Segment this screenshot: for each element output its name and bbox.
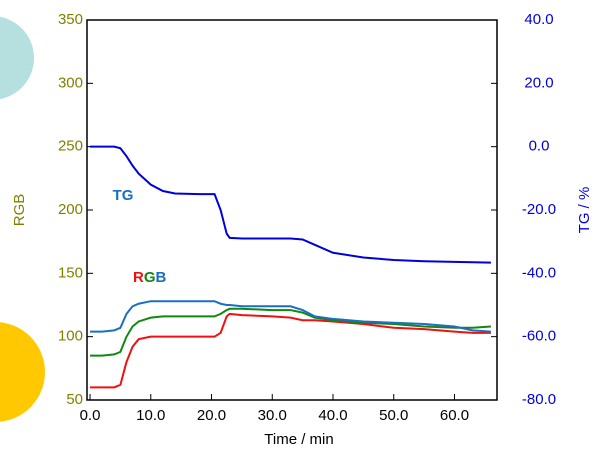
y2-tick-label: -80.0 bbox=[522, 391, 556, 408]
series-label: TG bbox=[113, 187, 134, 204]
y2-tick-label: -40.0 bbox=[522, 264, 556, 281]
plot-frame bbox=[86, 19, 498, 401]
decor-circle bbox=[0, 322, 45, 422]
series-label: B bbox=[156, 269, 167, 286]
data-line bbox=[90, 312, 491, 389]
x-tick-label: 60.0 bbox=[440, 407, 469, 424]
y-tick-label: 250 bbox=[58, 138, 83, 155]
data-line bbox=[90, 307, 491, 357]
y2-tick-label: 20.0 bbox=[524, 74, 553, 91]
y-tick-label: 150 bbox=[58, 264, 83, 281]
y-tick-label: 350 bbox=[58, 11, 83, 28]
x-tick-label: 30.0 bbox=[258, 407, 287, 424]
y2-tick-label: 40.0 bbox=[524, 11, 553, 28]
y2-tick-label: 0.0 bbox=[529, 138, 550, 155]
x-tick-label: 20.0 bbox=[197, 407, 226, 424]
series-label: R bbox=[133, 269, 144, 286]
series-label: G bbox=[144, 269, 156, 286]
y2-tick-label: -20.0 bbox=[522, 201, 556, 218]
y2-tick-label: -60.0 bbox=[522, 328, 556, 345]
x-tick-label: 50.0 bbox=[379, 407, 408, 424]
x-tick-label: 10.0 bbox=[136, 407, 165, 424]
y-tick-label: 200 bbox=[58, 201, 83, 218]
data-line bbox=[90, 300, 491, 333]
x-axis-label: Time / min bbox=[264, 431, 333, 448]
x-tick-label: 0.0 bbox=[80, 407, 101, 424]
decor-circle bbox=[0, 16, 34, 100]
y-axis-label: RGB bbox=[11, 194, 28, 227]
y-tick-label: 100 bbox=[58, 328, 83, 345]
y-tick-label: 50 bbox=[66, 391, 83, 408]
y-tick-label: 300 bbox=[58, 74, 83, 91]
y2-axis-label: TG / % bbox=[576, 187, 593, 234]
x-tick-label: 40.0 bbox=[318, 407, 347, 424]
data-line bbox=[90, 145, 491, 264]
